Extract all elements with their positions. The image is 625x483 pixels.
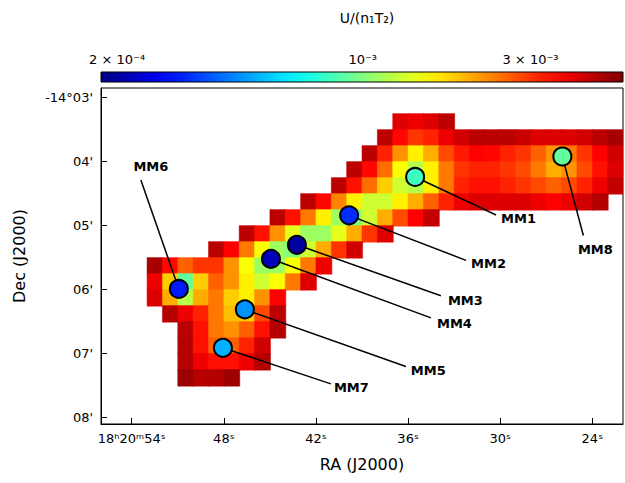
svg-text:08': 08' <box>73 410 93 425</box>
svg-text:36ˢ: 36ˢ <box>397 431 419 446</box>
svg-text:MM2: MM2 <box>471 256 506 271</box>
svg-text:48ˢ: 48ˢ <box>213 431 235 446</box>
svg-text:MM5: MM5 <box>411 363 446 378</box>
svg-text:06': 06' <box>73 282 93 297</box>
svg-text:RA (J2000): RA (J2000) <box>320 455 404 474</box>
svg-text:24ˢ: 24ˢ <box>582 431 604 446</box>
svg-text:04': 04' <box>73 154 93 169</box>
svg-text:MM4: MM4 <box>437 316 472 331</box>
svg-text:07': 07' <box>73 346 93 361</box>
svg-text:MM7: MM7 <box>334 380 369 395</box>
svg-text:42ˢ: 42ˢ <box>305 431 327 446</box>
svg-text:05': 05' <box>73 218 93 233</box>
svg-text:MM1: MM1 <box>501 211 536 226</box>
svg-text:30ˢ: 30ˢ <box>489 431 511 446</box>
svg-text:3 × 10⁻³: 3 × 10⁻³ <box>502 52 558 67</box>
svg-text:Dec (J2000): Dec (J2000) <box>10 209 29 303</box>
svg-text:2 × 10⁻⁴: 2 × 10⁻⁴ <box>89 52 145 67</box>
svg-text:-14°03': -14°03' <box>45 90 93 105</box>
svg-text:U/(n₁T₂): U/(n₁T₂) <box>340 10 395 26</box>
svg-text:18ʰ20ᵐ54ˢ: 18ʰ20ᵐ54ˢ <box>98 431 166 446</box>
svg-text:10⁻³: 10⁻³ <box>348 52 377 67</box>
svg-text:MM6: MM6 <box>133 159 168 174</box>
svg-text:MM3: MM3 <box>448 293 483 308</box>
svg-text:MM8: MM8 <box>578 242 613 257</box>
